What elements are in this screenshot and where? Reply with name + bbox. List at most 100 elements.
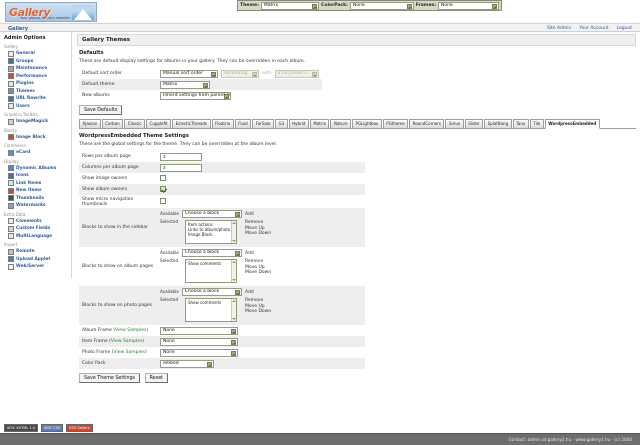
rss-badge[interactable]: RSS Gallery <box>66 424 93 432</box>
tab-siriux[interactable]: Siriux <box>445 119 464 128</box>
sidebar-item-performance[interactable]: Performance <box>3 73 71 81</box>
sidebar-item-comments[interactable]: Comments <box>3 218 71 226</box>
album-available-select[interactable]: Choose a block <box>181 248 242 257</box>
default-sort-order-select[interactable]: Manual sort order <box>160 69 218 78</box>
show-micro-nav-checkbox[interactable] <box>160 197 166 204</box>
listbox-scrollbar[interactable] <box>230 299 236 321</box>
tab-floatrix[interactable]: Floatrix <box>211 119 234 128</box>
item-frame-view-samples-link[interactable]: View Samples <box>110 339 143 344</box>
photo-remove-button[interactable]: Remove <box>244 298 264 303</box>
tab-forsale[interactable]: ForSale <box>252 119 274 128</box>
sidebar-item-upload-applet[interactable]: Upload Applet <box>3 256 71 264</box>
sidebar-item-plugins[interactable]: Plugins <box>3 80 71 88</box>
sort-direction-select[interactable]: Ascending <box>221 69 259 78</box>
new-albums-select[interactable]: Inherit settings from parent album <box>160 91 231 100</box>
sidebar-item-icons[interactable]: Icons <box>3 172 71 180</box>
sidebar-item-image-block[interactable]: Image Block <box>3 134 71 142</box>
sidebar-remove-button[interactable]: Remove <box>244 220 264 225</box>
xhtml-badge[interactable]: W3C XHTML 1.0 <box>4 424 39 432</box>
list-item[interactable]: Show comments <box>187 300 222 305</box>
photo-move-down-button[interactable]: Move Down <box>244 309 272 314</box>
sidebar-add-button[interactable]: Add <box>241 209 275 219</box>
sidebar-item-thumbnails[interactable]: Thumbnails <box>3 195 71 203</box>
sidebar-item-groups[interactable]: Groups <box>3 58 71 66</box>
sidebar-item-users[interactable]: Users <box>3 103 71 111</box>
tab-splatbang[interactable]: SplatBang <box>484 119 512 128</box>
list-item[interactable]: Links to album/photo peers <box>187 227 236 232</box>
sidebar-move-down-button[interactable]: Move Down <box>244 231 272 236</box>
tab-ajaxian[interactable]: Ajaxian <box>79 119 101 128</box>
tab-carbon[interactable]: Carbon <box>101 119 124 128</box>
sidebar-item-multilanguage[interactable]: MultiLanguage <box>3 233 71 241</box>
columns-per-album-input[interactable] <box>160 163 202 172</box>
sidebar-item-web-server[interactable]: Web/Server <box>3 263 71 271</box>
tab-g3[interactable]: G3 <box>275 119 288 128</box>
sidebar-item-ecard[interactable]: eCard <box>3 149 71 157</box>
tab-fluid[interactable]: Fluid <box>234 119 252 128</box>
photo-selected-listbox[interactable]: Show comments <box>184 298 237 322</box>
photo-frame-select[interactable]: None <box>160 348 238 357</box>
album-frame-view-samples-link[interactable]: View Samples <box>115 328 147 333</box>
tab-nature[interactable]: Nature <box>330 119 352 128</box>
tab-wordpressembedded[interactable]: WordpressEmbedded <box>544 119 600 129</box>
tab-slider[interactable]: Slider <box>464 119 484 128</box>
rows-per-album-input[interactable] <box>160 152 202 161</box>
item-frame-select[interactable]: None <box>160 337 238 346</box>
nav-site-admin[interactable]: Site Admin <box>546 26 572 31</box>
list-item[interactable]: Item actions <box>187 222 213 227</box>
sidebar-item-url-rewrite[interactable]: URL Rewrite <box>3 95 71 103</box>
sidebar-item-watermarks[interactable]: Watermarks <box>3 202 71 210</box>
album-remove-button[interactable]: Remove <box>244 259 264 264</box>
frames-select[interactable]: None <box>438 1 499 10</box>
sidebar-item-remote[interactable]: Remote <box>3 248 71 256</box>
tab-tile[interactable]: Tile <box>529 119 544 128</box>
list-item[interactable]: Image Block <box>187 232 213 237</box>
photo-add-button[interactable]: Add <box>241 287 275 297</box>
default-theme-select[interactable]: Matrix <box>160 80 210 89</box>
tab-pgtheme[interactable]: PGtheme <box>382 119 409 128</box>
sidebar-item-maintenance[interactable]: Maintenance <box>3 65 71 73</box>
album-selected-listbox[interactable]: Show comments <box>184 259 237 283</box>
sidebar-item-new-items[interactable]: New Items <box>3 187 71 195</box>
nav-your-account[interactable]: Your Account <box>579 26 609 31</box>
css-badge[interactable]: W3C CSS <box>41 424 64 432</box>
breadcrumb[interactable]: Gallery <box>8 25 29 32</box>
tab-eclecticthreads[interactable]: EclecticThreads <box>172 119 211 128</box>
sidebar-available-select[interactable]: Choose a block <box>181 209 242 218</box>
color-pack-select[interactable]: embed <box>160 359 214 368</box>
album-frame-select[interactable]: None <box>160 326 238 335</box>
theme-select[interactable]: Matrix <box>260 1 320 10</box>
sidebar-item-link-items[interactable]: Link Items <box>3 180 71 188</box>
tab-pglightbox[interactable]: PGLightbox <box>352 119 382 128</box>
sidebar-item-custom-fields[interactable]: Custom Fields <box>3 225 71 233</box>
tab-cupplefit[interactable]: Cupplefit <box>146 119 172 128</box>
sort-preset-select[interactable]: a no preset s <box>274 69 319 78</box>
listbox-scrollbar[interactable] <box>230 221 236 243</box>
show-image-owners-checkbox[interactable] <box>160 174 166 181</box>
tab-classic[interactable]: Classic <box>124 119 146 128</box>
sidebar-item-general[interactable]: General <box>3 50 71 58</box>
gallery-logo[interactable]: Gallery Your photos on your website <box>5 2 97 22</box>
album-move-up-button[interactable]: Move Up <box>244 264 265 270</box>
sidebar-item-dynamic-albums[interactable]: Dynamic Albums <box>3 165 71 173</box>
sidebar-item-themes[interactable]: Themes <box>3 88 71 96</box>
photo-available-select[interactable]: Choose a block <box>181 287 242 296</box>
save-defaults-button[interactable]: Save Defaults <box>79 105 123 115</box>
tab-tanx[interactable]: Tanx <box>512 119 529 128</box>
album-move-down-button[interactable]: Move Down <box>244 270 272 275</box>
nav-logout[interactable]: Logout <box>616 26 632 31</box>
sidebar-item-imagemagick[interactable]: ImageMagick <box>3 118 71 126</box>
listbox-scrollbar[interactable] <box>230 260 236 282</box>
save-theme-settings-button[interactable]: Save Theme Settings <box>79 373 141 383</box>
tab-roundcorners[interactable]: RoundCorners <box>409 119 445 128</box>
tab-matrix[interactable]: Matrix <box>309 119 330 128</box>
sidebar-move-up-button[interactable]: Move Up <box>244 225 265 231</box>
tab-hybrid[interactable]: Hybrid <box>288 119 309 128</box>
album-add-button[interactable]: Add <box>244 250 254 256</box>
reset-button[interactable]: Reset <box>144 373 169 383</box>
sidebar-selected-listbox[interactable]: Item actions Links to album/photo peers … <box>184 220 237 244</box>
colorpack-select[interactable]: None <box>349 1 414 10</box>
photo-frame-view-samples-link[interactable]: View Samples <box>113 350 145 355</box>
show-album-owners-checkbox[interactable] <box>160 185 166 192</box>
list-item[interactable]: Show comments <box>187 261 222 266</box>
